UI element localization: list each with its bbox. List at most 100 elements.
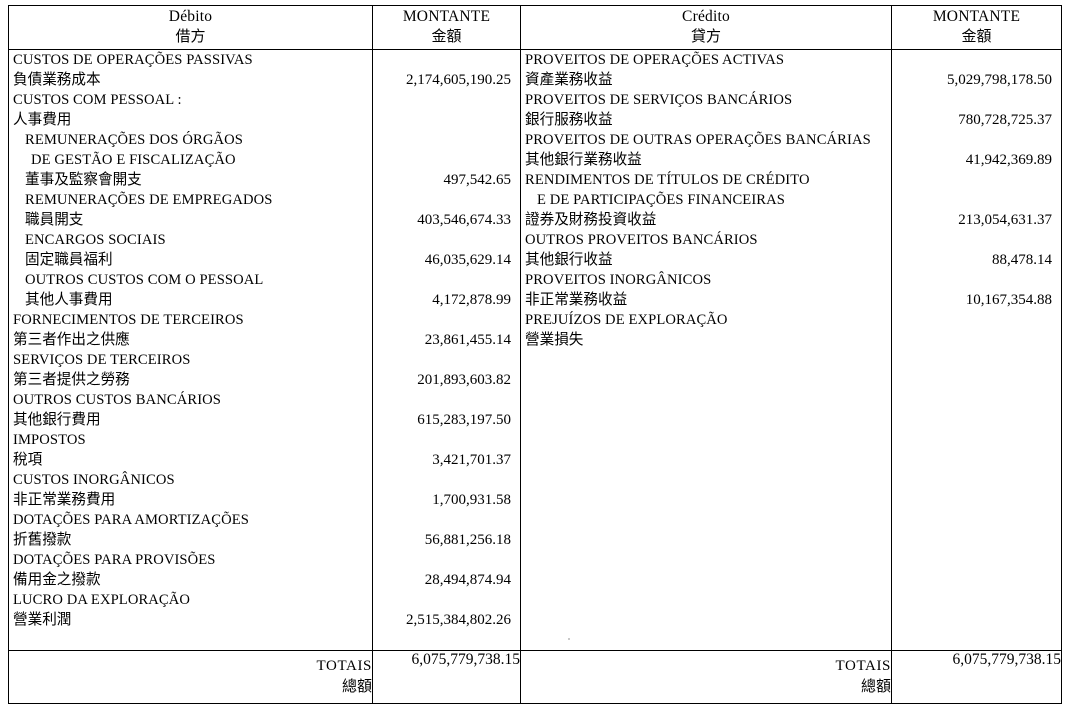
amount-cell: [373, 390, 520, 410]
amount-cell: [373, 230, 520, 250]
credit-totals-label: TOTAIS 總額: [520, 650, 892, 704]
amount-cell: [373, 310, 520, 330]
amount-cell: [892, 130, 1061, 150]
amount-cell: 201,893,603.82: [417, 372, 511, 388]
line-item-label: 其他銀行收益: [525, 252, 613, 268]
amount-cell: 615,283,197.50: [417, 412, 511, 428]
line-item-label: ENCARGOS SOCIAIS: [25, 232, 166, 248]
amount-cell: [892, 270, 1061, 290]
column-header-credito-pt: Crédito: [682, 8, 730, 25]
amount-cell: 780,728,725.37: [958, 112, 1052, 128]
amount-cell: [373, 110, 520, 130]
amount-cell: [373, 150, 520, 170]
credit-amount-list: 5,029,798,178.50 780,728,725.37 41,942,369…: [892, 50, 1061, 350]
amount-cell: 88,478.14: [992, 252, 1052, 268]
line-item-label: CUSTOS COM PESSOAL :: [13, 92, 182, 108]
line-item-label: PROVEITOS DE OPERAÇÕES ACTIVAS: [525, 52, 785, 68]
line-item-label: OUTROS PROVEITOS BANCÁRIOS: [525, 232, 758, 248]
debit-total-amount: 6,075,779,738.15: [372, 650, 521, 704]
line-item-label: SERVIÇOS DE TERCEIROS: [13, 352, 191, 368]
line-item-label: 其他人事費用: [25, 292, 113, 308]
line-item-label: 營業利潤: [13, 612, 72, 628]
column-header-debito-pt: Débito: [168, 8, 213, 25]
column-header-credit-amount-pt: MONTANTE: [932, 8, 1021, 25]
amount-cell: [373, 190, 520, 210]
amount-cell: [892, 310, 1061, 330]
amount-cell: [373, 130, 520, 150]
amount-cell: [892, 50, 1061, 70]
line-item-label: 其他銀行業務收益: [525, 152, 642, 168]
line-item-label: 其他銀行費用: [13, 412, 101, 428]
column-header-credito-zh: 貸方: [690, 29, 721, 45]
amount-cell: [373, 550, 520, 570]
amount-cell: 5,029,798,178.50: [947, 72, 1052, 88]
line-item-label: OUTROS CUSTOS COM O PESSOAL: [25, 272, 264, 288]
line-item-label: DOTAÇÕES PARA PROVISÕES: [13, 552, 216, 568]
credit-totals-label-zh: 總額: [860, 679, 891, 695]
amount-cell: [892, 190, 1061, 210]
amount-cell: [373, 470, 520, 490]
line-item-label: 營業損失: [525, 332, 584, 348]
credit-description-list: PROVEITOS DE OPERAÇÕES ACTIVAS 資產業務收益 PROV…: [521, 50, 891, 350]
amount-cell: [373, 50, 520, 70]
line-item-label: RENDIMENTOS DE TÍTULOS DE CRÉDITO: [525, 172, 810, 188]
line-item-label: 折舊撥款: [13, 532, 72, 548]
amount-cell: [892, 170, 1061, 190]
line-item-label: PREJUÍZOS DE EXPLORAÇÃO: [525, 312, 728, 328]
line-item-label: IMPOSTOS: [13, 432, 86, 448]
line-item-label: 負債業務成本: [13, 72, 101, 88]
amount-cell: 23,861,455.14: [424, 332, 511, 348]
amount-cell: [373, 270, 520, 290]
line-item-label: REMUNERAÇÕES DOS ÓRGÃOS: [25, 132, 243, 148]
column-header-debit-amount-zh: 金額: [431, 29, 462, 45]
amount-cell: 28,494,874.94: [424, 572, 511, 588]
line-item-label: E DE PARTICIPAÇÕES FINANCEIRAS: [537, 192, 785, 208]
amount-cell: 10,167,354.88: [965, 292, 1052, 308]
amount-cell: 497,542.65: [443, 172, 512, 188]
ledger-table: Débito 借方 MONTANTE 金額 Crédito 貸方 MONTANT…: [8, 5, 1062, 704]
amount-cell: 41,942,369.89: [965, 152, 1052, 168]
line-item-label: DOTAÇÕES PARA AMORTIZAÇÕES: [13, 512, 249, 528]
debit-amount-list: 2,174,605,190.25 497,542.65 403,546,674.33…: [373, 50, 520, 630]
line-item-label: 稅項: [13, 452, 43, 468]
credit-total-amount: 6,075,779,738.15: [891, 650, 1062, 704]
amount-cell: 56,881,256.18: [424, 532, 511, 548]
amount-cell: 2,174,605,190.25: [406, 72, 511, 88]
line-item-label: LUCRO DA EXPLORAÇÃO: [13, 592, 191, 608]
amount-cell: [373, 510, 520, 530]
line-item-label: OUTROS CUSTOS BANCÁRIOS: [13, 392, 222, 408]
amount-cell: 213,054,631.37: [958, 212, 1052, 228]
debit-description-column: CUSTOS DE OPERAÇÕES PASSIVAS 負債業務成本 CUSTOS…: [8, 49, 373, 651]
column-header-debito-zh: 借方: [175, 29, 206, 45]
line-item-label: 資產業務收益: [525, 72, 613, 88]
column-header-debit-amount: MONTANTE 金額: [372, 5, 521, 50]
amount-cell: 4,172,878.99: [432, 292, 511, 308]
line-item-label: 銀行服務收益: [525, 112, 613, 128]
amount-cell: 403,546,674.33: [417, 212, 511, 228]
debit-totals-label: TOTAIS 總額: [8, 650, 373, 704]
credit-totals-label-pt: TOTAIS: [835, 658, 891, 674]
line-item-label: 人事費用: [13, 112, 72, 128]
column-header-debit-amount-pt: MONTANTE: [402, 8, 491, 25]
line-item-label: PROVEITOS DE SERVIÇOS BANCÁRIOS: [525, 92, 793, 108]
line-item-label: 非正常業務費用: [13, 492, 116, 508]
totals-row: TOTAIS 總額 6,075,779,738.15 TOTAIS 總額 6,0…: [8, 650, 1062, 704]
amount-cell: [373, 90, 520, 110]
line-item-label: 證券及財務投資收益: [525, 212, 657, 228]
line-item-label: CUSTOS INORGÂNICOS: [13, 472, 175, 488]
amount-cell: [892, 90, 1061, 110]
credit-amount-column: 5,029,798,178.50 780,728,725.37 41,942,369…: [891, 49, 1062, 651]
table-body-row: CUSTOS DE OPERAÇÕES PASSIVAS 負債業務成本 CUSTOS…: [8, 49, 1062, 651]
amount-cell: [892, 330, 1061, 350]
amount-cell: 46,035,629.14: [424, 252, 511, 268]
line-item-label: FORNECIMENTOS DE TERCEIROS: [13, 312, 244, 328]
line-item-label: 職員開支: [25, 212, 84, 228]
amount-cell: [892, 230, 1061, 250]
line-item-label: 第三者作出之供應: [13, 332, 130, 348]
amount-cell: 2,515,384,802.26: [406, 612, 511, 628]
column-header-credito: Crédito 貸方: [520, 5, 892, 50]
column-header-debito: Débito 借方: [8, 5, 373, 50]
debit-totals-label-zh: 總額: [341, 679, 372, 695]
scan-artifact-speck: [568, 638, 570, 640]
amount-cell: 3,421,701.37: [432, 452, 511, 468]
